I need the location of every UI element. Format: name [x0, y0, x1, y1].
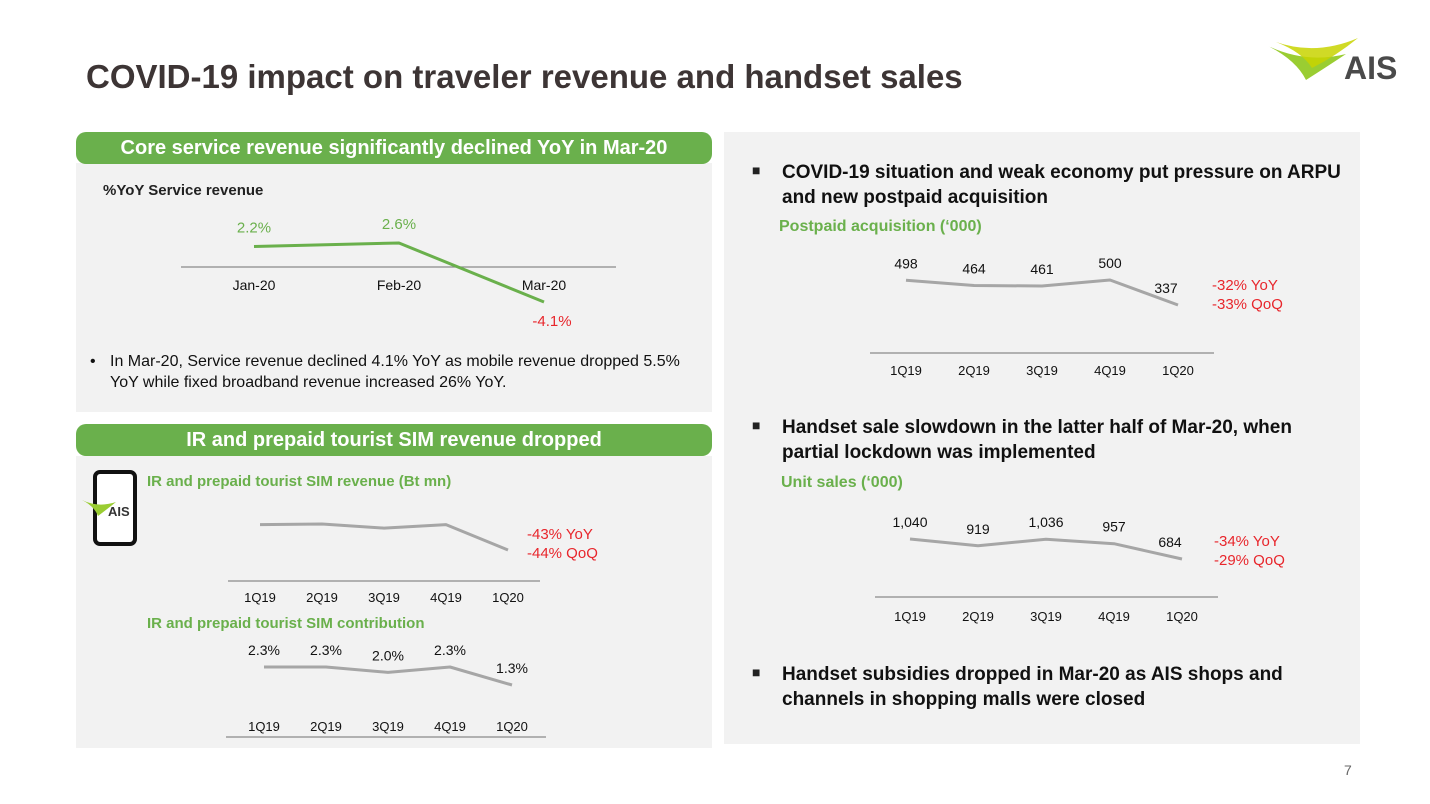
unit-sales-chart: 1Q19 2Q19 3Q19 4Q19 1Q20 1,040 919 1,036 957 684	[875, 514, 1218, 624]
data-label: 1.3%	[496, 660, 528, 676]
data-label: 1,040	[892, 514, 927, 530]
data-label: 2.6%	[382, 216, 416, 233]
x-tick-label: 4Q19	[430, 590, 462, 605]
x-tick-label: 4Q19	[434, 719, 466, 734]
logo-text: AIS	[1344, 50, 1398, 86]
x-tick-label: 1Q20	[1166, 609, 1198, 624]
tourist-sim-header: IR and prepaid tourist SIM revenue dropp…	[76, 424, 712, 456]
unit-sales-chart-label: Unit sales (‘000)	[781, 474, 903, 491]
series-line	[905, 278, 1179, 307]
data-label: 500	[1098, 255, 1122, 271]
data-label: 684	[1158, 534, 1182, 550]
x-tick-label: 2Q19	[962, 609, 994, 624]
x-tick-label: 4Q19	[1094, 363, 1126, 378]
bullet-arpu: ■ COVID-19 situation and weak economy pu…	[752, 160, 1352, 210]
x-tick-label: 4Q19	[1098, 609, 1130, 624]
ais-logo: AIS	[1266, 34, 1400, 90]
x-tick-label: 1Q20	[492, 590, 524, 605]
tourist-sim-panel	[76, 456, 712, 748]
handset-panel	[724, 132, 1360, 744]
data-label: 2.0%	[372, 647, 404, 663]
series-line	[264, 665, 513, 687]
data-label: 2.2%	[237, 220, 271, 237]
tourist-contribution-chart: 1Q19 2Q19 3Q19 4Q19 1Q20 2.3% 2.3% 2.0% 2.3% 1.3%	[226, 642, 546, 738]
phone-icon: AIS	[80, 470, 140, 548]
bullet-square: ■	[752, 417, 761, 433]
bullet-dot: •	[90, 353, 96, 370]
service-revenue-header: Core service revenue significantly decli…	[76, 132, 712, 164]
postpaid-yoy: -32% YoY	[1212, 277, 1278, 294]
x-tick-label: Feb-20	[377, 277, 422, 293]
service-revenue-bullet-text: In Mar-20, Service revenue declined 4.1%…	[110, 353, 680, 391]
unit-sales-qoq: -29% QoQ	[1214, 552, 1285, 569]
tourist-revenue-qoq: -44% QoQ	[527, 545, 598, 562]
x-tick-label: 3Q19	[368, 590, 400, 605]
data-label: 2.3%	[434, 642, 466, 658]
ais-logo-swoosh-icon	[1268, 38, 1358, 80]
x-tick-label: 1Q19	[244, 590, 276, 605]
data-label: 1,036	[1028, 514, 1063, 530]
data-label: 464	[962, 261, 986, 277]
svg-text:AIS: AIS	[108, 504, 130, 519]
data-label: 957	[1102, 519, 1126, 535]
postpaid-qoq: -33% QoQ	[1212, 296, 1283, 313]
data-label: 2.3%	[248, 642, 280, 658]
data-label: 2.3%	[310, 642, 342, 658]
tourist-contribution-chart-label: IR and prepaid tourist SIM contribution	[147, 615, 425, 632]
x-tick-label: 1Q19	[894, 609, 926, 624]
series-line	[253, 241, 545, 304]
x-tick-label: 1Q20	[1162, 363, 1194, 378]
x-tick-label: 2Q19	[958, 363, 990, 378]
bullet-subsidies: ■ Handset subsidies dropped in Mar-20 as…	[752, 662, 1352, 712]
bullet-square: ■	[752, 162, 761, 178]
bullet-handset-text: Handset sale slowdown in the latter half…	[782, 417, 1292, 463]
x-tick-label: 2Q19	[310, 719, 342, 734]
bullet-subsidies-text: Handset subsidies dropped in Mar-20 as A…	[782, 664, 1283, 710]
page-title: COVID-19 impact on traveler revenue and …	[86, 58, 963, 95]
x-tick-label: Mar-20	[522, 277, 567, 293]
service-revenue-chart: Jan-20 Feb-20 Mar-20 2.2% 2.6% -4.1%	[181, 216, 616, 330]
service-revenue-bullet: • In Mar-20, Service revenue declined 4.…	[90, 351, 710, 393]
postpaid-chart-label: Postpaid acquisition (‘000)	[779, 218, 982, 235]
bullet-square: ■	[752, 664, 761, 680]
x-tick-label: 3Q19	[1026, 363, 1058, 378]
data-label: 919	[966, 521, 990, 537]
x-tick-label: 3Q19	[372, 719, 404, 734]
bullet-handset: ■ Handset sale slowdown in the latter ha…	[752, 415, 1352, 465]
service-revenue-chart-label: %YoY Service revenue	[103, 182, 264, 199]
x-tick-label: 3Q19	[1030, 609, 1062, 624]
data-label: 337	[1154, 280, 1178, 296]
x-tick-label: 1Q20	[496, 719, 528, 734]
unit-sales-yoy: -34% YoY	[1214, 533, 1280, 550]
tourist-revenue-chart-label: IR and prepaid tourist SIM revenue (Bt m…	[147, 473, 452, 490]
postpaid-chart: 1Q19 2Q19 3Q19 4Q19 1Q20 498 464 461 500 337	[870, 255, 1214, 378]
page-number: 7	[1344, 762, 1352, 778]
series-line	[259, 522, 509, 552]
data-label: -4.1%	[532, 313, 571, 330]
x-tick-label: 1Q19	[890, 363, 922, 378]
tourist-revenue-yoy: -43% YoY	[527, 526, 593, 543]
series-line	[909, 537, 1183, 561]
x-tick-label: Jan-20	[233, 277, 276, 293]
bullet-arpu-text: COVID-19 situation and weak economy put …	[782, 162, 1341, 208]
data-label: 498	[894, 255, 918, 271]
x-tick-label: 2Q19	[306, 590, 338, 605]
service-revenue-panel	[76, 163, 712, 412]
x-tick-label: 1Q19	[248, 719, 280, 734]
tourist-revenue-chart: 1Q19 2Q19 3Q19 4Q19 1Q20	[228, 522, 540, 605]
data-label: 461	[1030, 261, 1054, 277]
